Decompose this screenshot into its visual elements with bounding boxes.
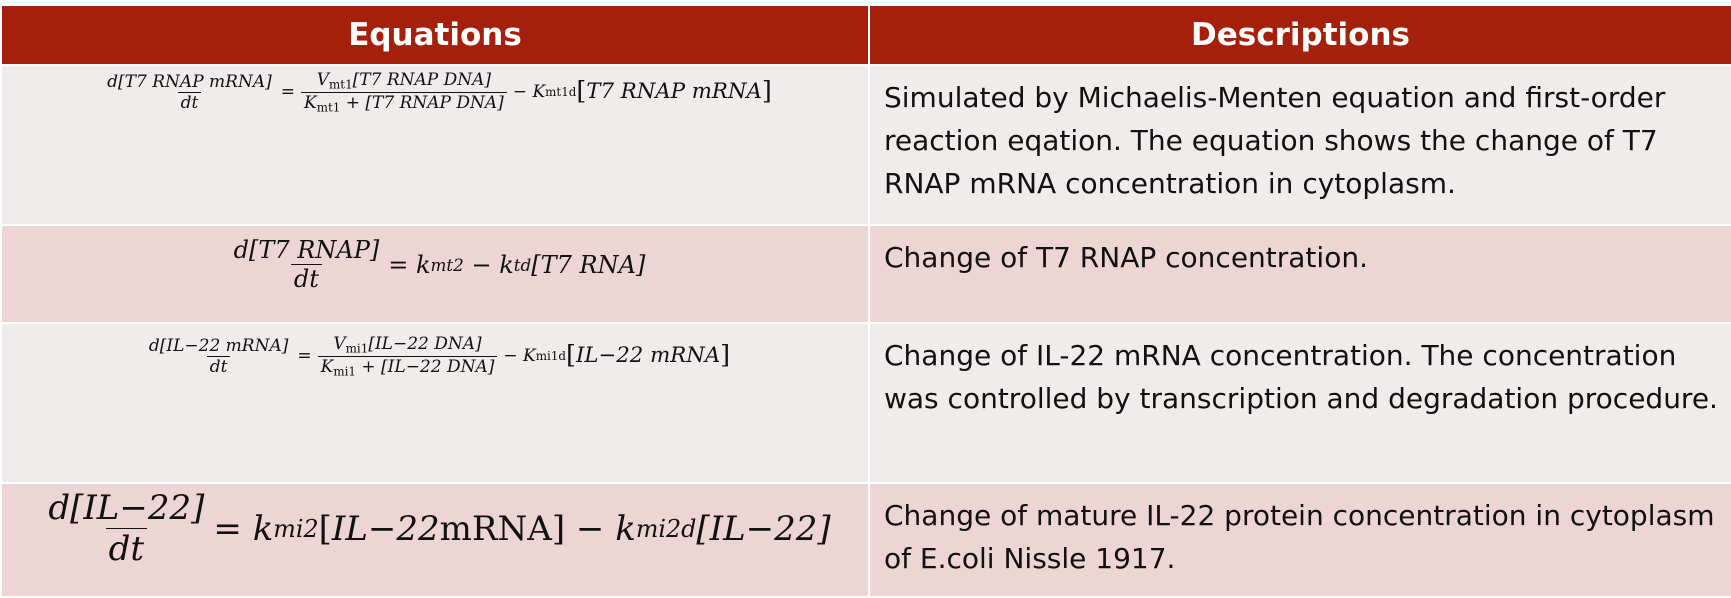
- equation-t7-rnap: d[T7 RNAP] dt = k mt2 − k td [T7 RNA]: [225, 236, 646, 293]
- table-row: d[T7 RNAP] dt = k mt2 − k td [T7 RNA] Chan…: [0, 224, 1731, 324]
- equation-il22: d[IL−22] dt = k mi2 [IL−22 mRNA] − k mi2d […: [39, 488, 830, 569]
- lhs-fraction: d[IL−22 mRNA] dt: [148, 335, 289, 377]
- header-equations: Equations: [0, 4, 870, 66]
- lhs-fraction: d[T7 RNAP] dt: [233, 236, 380, 293]
- equation-il22-mrna: d[IL−22 mRNA] dt = Vmi1[IL−22 DNA] Kmi1 …: [140, 334, 730, 378]
- michaelis-menten-fraction: Vmt1[T7 RNAP DNA] Kmt1 + [T7 RNAP DNA]: [301, 70, 507, 114]
- header-descriptions: Descriptions: [868, 4, 1731, 66]
- equation-cell: d[IL−22 mRNA] dt = Vmi1[IL−22 DNA] Kmi1 …: [0, 322, 870, 484]
- equation-cell: d[T7 RNAP] dt = k mt2 − k td [T7 RNA]: [0, 224, 870, 324]
- lhs-fraction: d[IL−22] dt: [48, 488, 205, 569]
- description-cell: Simulated by Michaelis-Menten equation a…: [868, 64, 1731, 226]
- lhs-fraction: d[T7 RNAP mRNA] dt: [107, 71, 272, 113]
- table-row: d[IL−22] dt = k mi2 [IL−22 mRNA] − k mi2d […: [0, 482, 1731, 598]
- table-row: d[T7 RNAP mRNA] dt = Vmt1[T7 RNAP DNA] K…: [0, 64, 1731, 226]
- equation-t7-rnap-mrna: d[T7 RNAP mRNA] dt = Vmt1[T7 RNAP DNA] K…: [98, 70, 772, 114]
- equations-table: Equations Descriptions d[T7 RNAP mRNA] d…: [0, 4, 1731, 598]
- description-cell: Change of IL-22 mRNA concentration. The …: [868, 322, 1731, 484]
- description-cell: Change of T7 RNAP concentration.: [868, 224, 1731, 324]
- description-cell: Change of mature IL-22 protein concentra…: [868, 482, 1731, 598]
- table-row: d[IL−22 mRNA] dt = Vmi1[IL−22 DNA] Kmi1 …: [0, 322, 1731, 484]
- equation-cell: d[T7 RNAP mRNA] dt = Vmt1[T7 RNAP DNA] K…: [0, 64, 870, 226]
- equation-cell: d[IL−22] dt = k mi2 [IL−22 mRNA] − k mi2d […: [0, 482, 870, 598]
- table-header-row: Equations Descriptions: [0, 4, 1731, 66]
- michaelis-menten-fraction: Vmi1[IL−22 DNA] Kmi1 + [IL−22 DNA]: [317, 334, 498, 378]
